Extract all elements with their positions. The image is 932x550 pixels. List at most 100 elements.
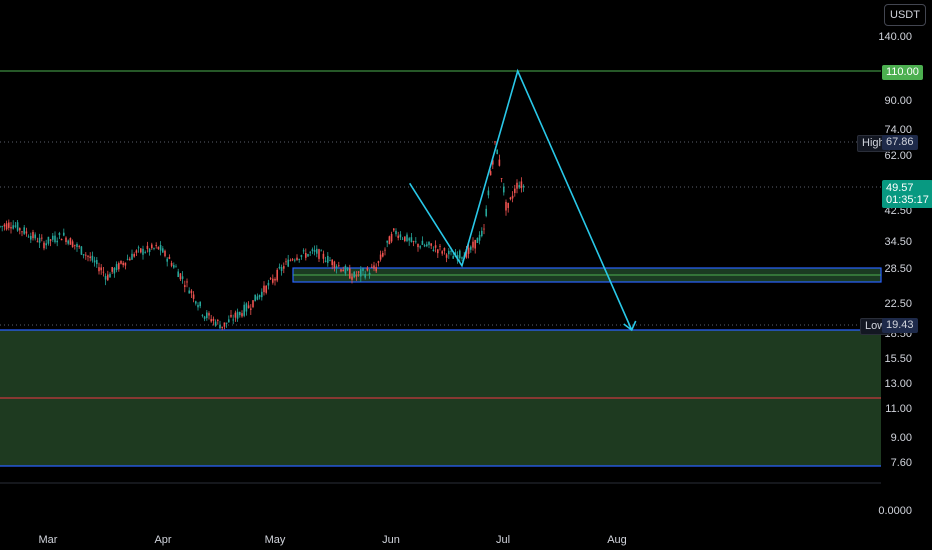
price-tick-label: 22.50	[884, 298, 912, 310]
candle-body	[12, 225, 14, 229]
candle-body	[520, 181, 523, 189]
time-tick-label: Mar	[39, 534, 58, 546]
candle-body	[346, 267, 349, 271]
candle-body	[269, 278, 272, 280]
candle-body	[335, 266, 338, 269]
candle-body	[481, 230, 483, 237]
candle-body	[410, 237, 413, 243]
candle-body	[111, 267, 113, 272]
candle-body	[276, 269, 278, 281]
candle-body	[461, 257, 463, 259]
candle-body	[318, 249, 320, 259]
candle-body	[217, 319, 219, 321]
candle-body	[192, 294, 195, 299]
candle-body	[467, 247, 470, 254]
time-tick-label: Jul	[496, 534, 510, 546]
candle-body	[421, 240, 424, 245]
candle-body	[441, 251, 443, 254]
candle-body	[236, 311, 239, 319]
candle-body	[115, 264, 118, 270]
candle-body	[364, 273, 366, 278]
candle-body	[393, 228, 395, 231]
candle-body	[351, 276, 353, 280]
candle-body	[445, 254, 448, 258]
candle-body	[102, 271, 105, 273]
candle-body	[401, 238, 404, 240]
candle-body	[333, 261, 336, 268]
candle-body	[155, 244, 157, 246]
candle-body	[142, 248, 144, 255]
candle-body	[417, 243, 419, 248]
candle-body	[49, 239, 52, 241]
candle-body	[443, 248, 446, 251]
candle-body	[58, 233, 61, 236]
candle-body	[118, 263, 120, 270]
candle-body	[375, 267, 377, 272]
candle-body	[181, 276, 184, 279]
candle-body	[120, 260, 122, 264]
candle-body	[201, 314, 204, 316]
candle-body	[148, 248, 151, 253]
candle-body	[505, 201, 507, 211]
candle-body	[43, 242, 45, 249]
candle-body	[485, 208, 487, 217]
candle-body	[419, 246, 421, 248]
candle-body	[210, 319, 212, 322]
candle-body	[452, 256, 454, 259]
candle-body	[448, 250, 450, 255]
price-tick-label: 11.00	[885, 403, 912, 415]
candle-body	[23, 227, 25, 234]
candle-body	[208, 313, 210, 316]
candle-body	[498, 159, 501, 166]
candle-body	[373, 265, 375, 269]
candle-body	[415, 241, 417, 243]
candle-body	[278, 266, 281, 269]
price-tick-label: 9.00	[891, 432, 912, 444]
candle-body	[206, 312, 208, 319]
candle-body	[492, 160, 494, 165]
candle-body	[133, 254, 135, 257]
candle-body	[307, 254, 309, 257]
candle-body	[459, 250, 461, 259]
candle-body	[518, 185, 520, 188]
candle-body	[131, 253, 133, 260]
candle-body	[87, 255, 89, 257]
projection-path[interactable]	[408, 68, 633, 331]
candle-body	[366, 267, 369, 271]
candle-body	[252, 300, 254, 308]
countdown-timer: 01:35:17	[886, 194, 929, 206]
candle-body	[360, 269, 362, 277]
candle-body	[465, 249, 468, 258]
candle-body	[362, 268, 364, 272]
candle-body	[487, 190, 490, 196]
current-price-tag: 49.57 01:35:17	[882, 180, 932, 208]
time-axis: Mar Apr May Jun Jul Aug	[39, 534, 627, 546]
candle-body	[60, 238, 63, 241]
candle-body	[162, 248, 164, 253]
candle-body	[91, 255, 94, 261]
candle-body	[126, 258, 129, 260]
candle-body	[287, 259, 289, 267]
candle-body	[272, 278, 274, 283]
candle-body	[230, 314, 232, 317]
candle-body	[331, 259, 333, 266]
candle-body	[243, 304, 245, 316]
candle-body	[190, 290, 193, 294]
candle-body	[324, 260, 327, 262]
currency-selector[interactable]: USDT	[884, 4, 926, 26]
candle-body	[514, 188, 516, 193]
candle-body	[384, 249, 386, 251]
candle-body	[10, 227, 12, 229]
candle-body	[1, 226, 3, 227]
candle-body	[263, 285, 265, 293]
candle-body	[67, 240, 69, 244]
candle-body	[32, 232, 34, 239]
candle-body	[408, 238, 410, 241]
candle-body	[109, 273, 111, 278]
candle-body	[140, 248, 142, 253]
candle-body	[27, 236, 30, 238]
candle-body	[283, 266, 285, 269]
candle-body	[388, 236, 391, 245]
candle-body	[199, 301, 201, 307]
